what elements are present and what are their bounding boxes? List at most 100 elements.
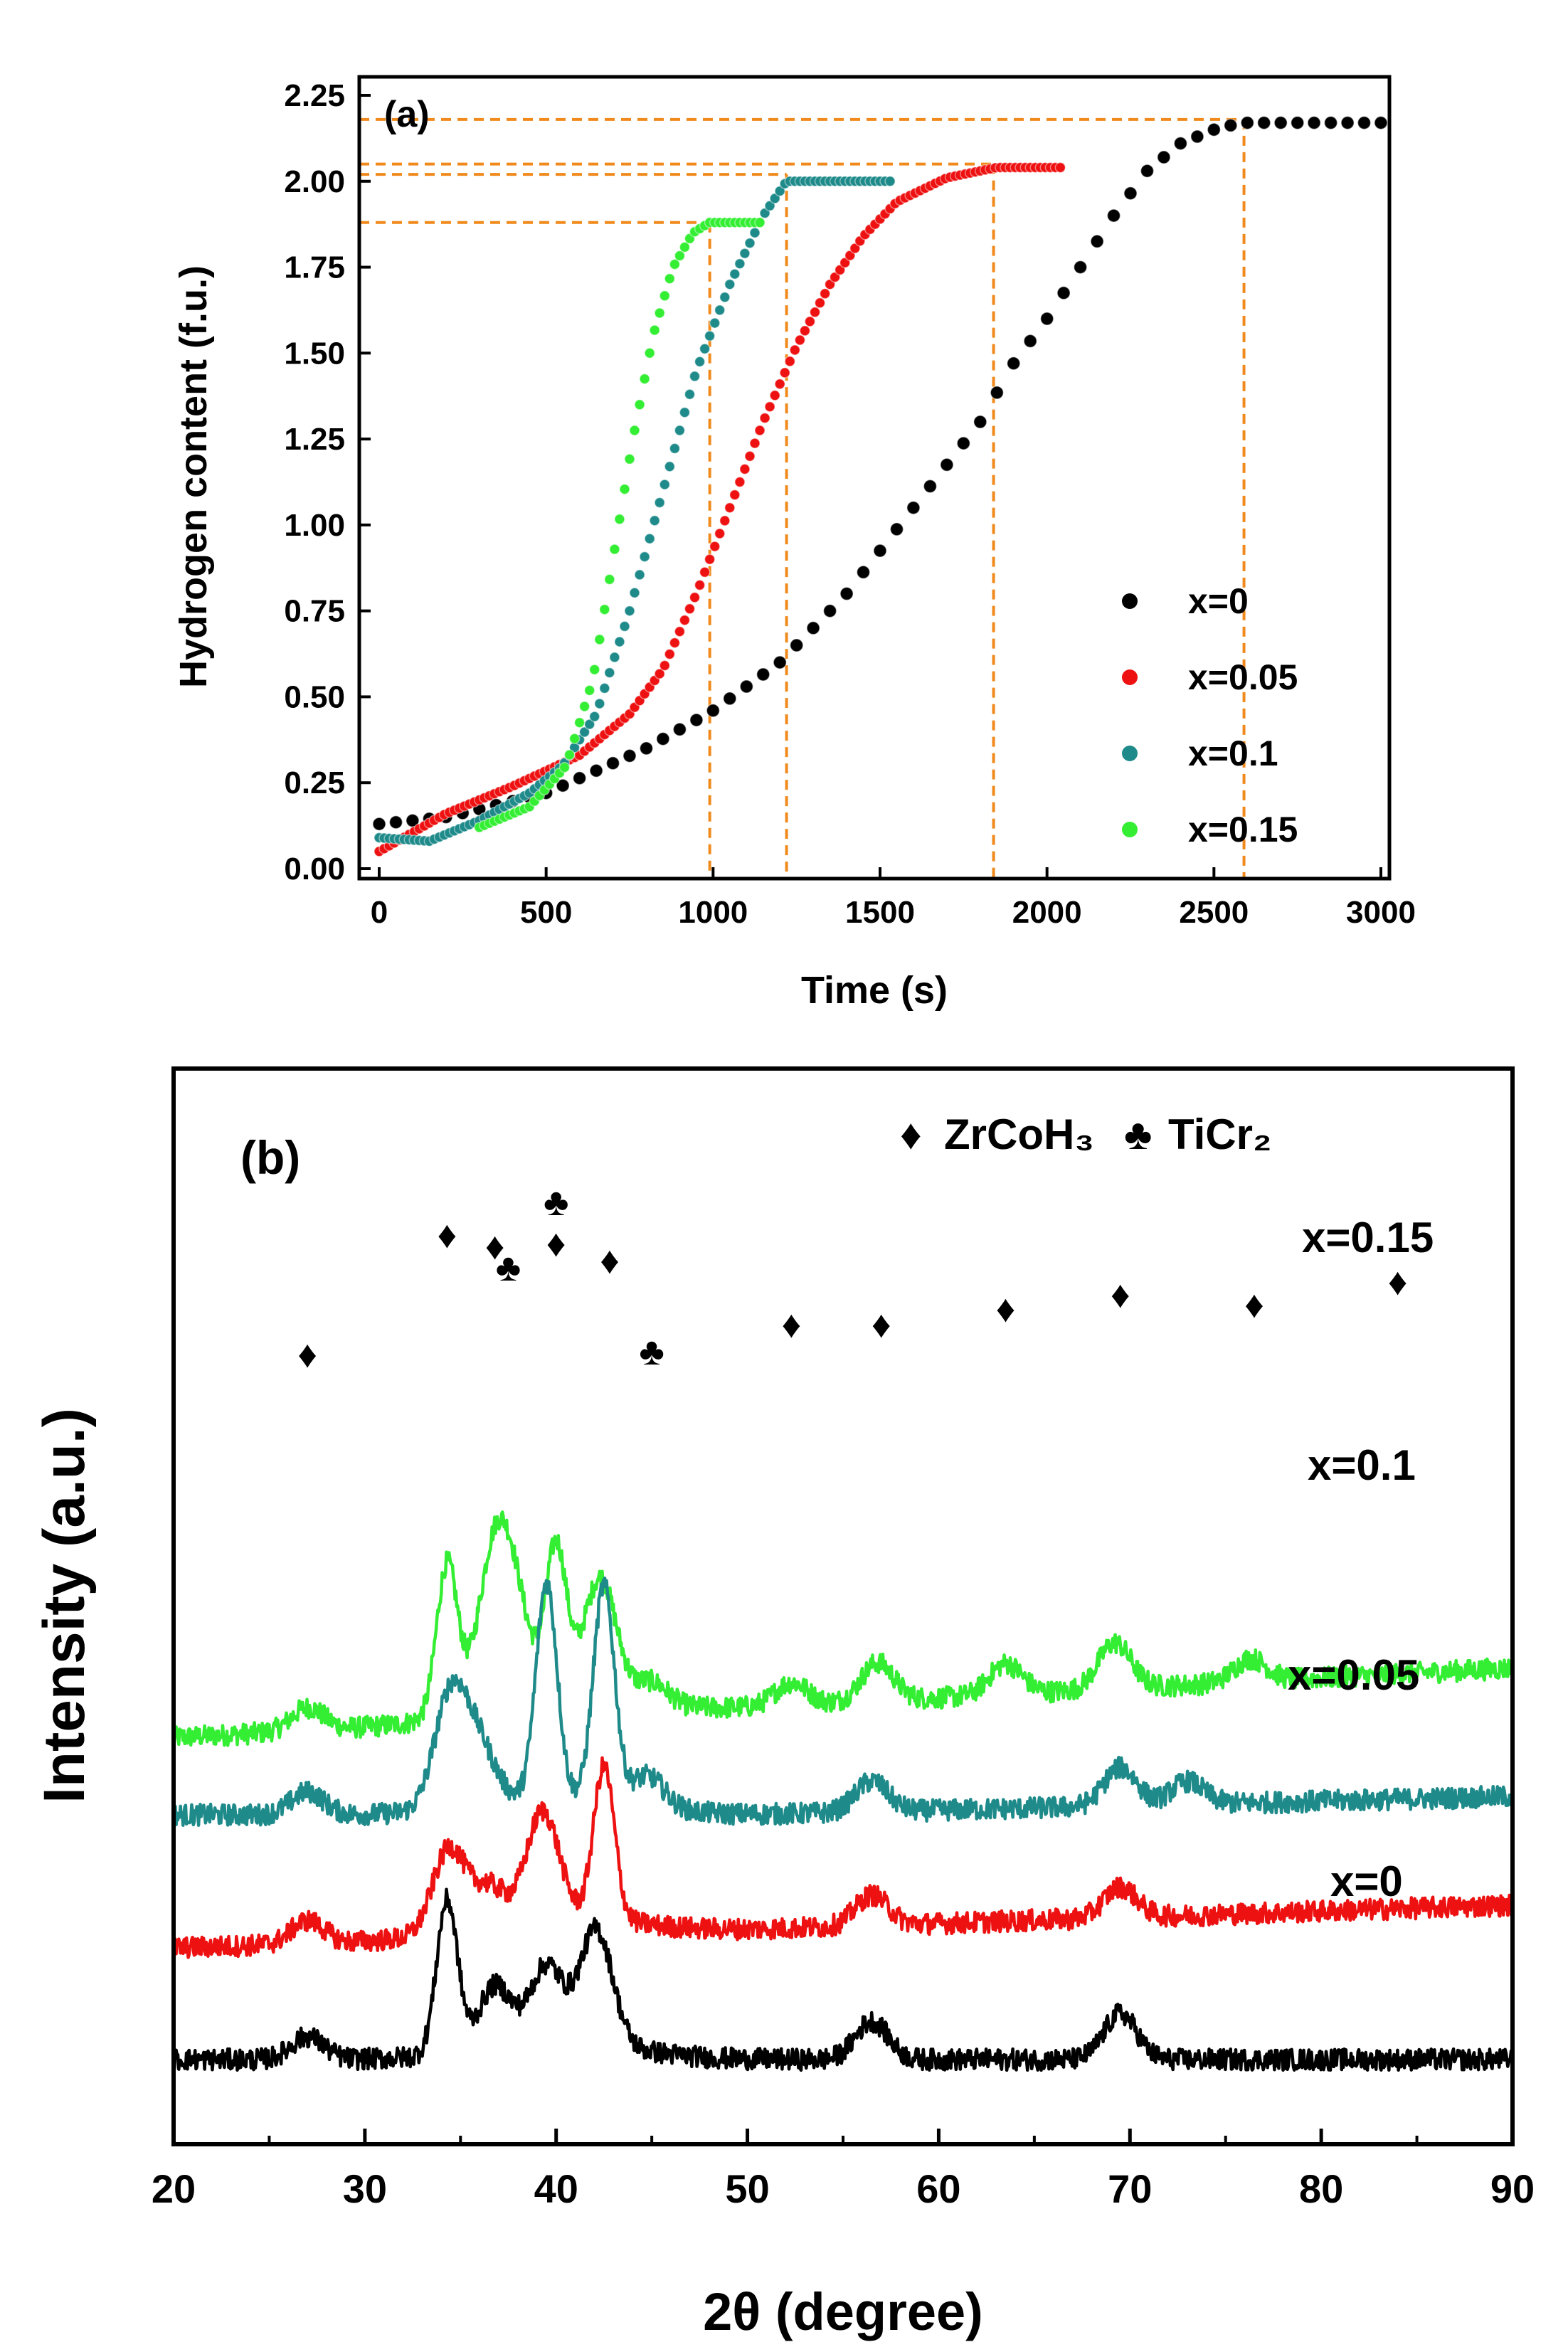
- a-data-point: [709, 541, 721, 552]
- b-legend-label: ZrCoH₃: [944, 1111, 1094, 1158]
- b-x-tick-label: 60: [916, 2166, 960, 2211]
- a-data-point: [609, 652, 620, 663]
- a-x-axis-label: Time (s): [801, 969, 948, 1012]
- b-zrcoh3-marker: ♦: [546, 1222, 566, 1265]
- a-data-point: [754, 217, 766, 228]
- a-data-point: [706, 704, 721, 718]
- a-y-tick-label: 0.75: [284, 594, 345, 629]
- a-data-point: [699, 343, 711, 355]
- a-data-point: [664, 648, 676, 660]
- b-zrcoh3-marker: ♦: [1244, 1283, 1264, 1326]
- a-data-point: [784, 356, 796, 367]
- a-data-point: [605, 756, 620, 770]
- a-data-point: [558, 761, 571, 773]
- a-data-point: [856, 565, 871, 580]
- a-data-point: [694, 356, 706, 368]
- b-ticr2-marker: ♣: [639, 1330, 664, 1373]
- a-data-point: [684, 603, 696, 615]
- a-data-point: [644, 347, 655, 359]
- b-x-axis: 20 30 40 50 60 70 80 90: [152, 2129, 1535, 2211]
- a-data-point: [689, 592, 701, 603]
- b-zrcoh3-marker: ♦: [438, 1214, 457, 1256]
- a-data-point: [639, 741, 654, 756]
- a-data-point: [694, 579, 706, 591]
- a-data-point: [674, 425, 686, 436]
- a-x-tick-label: 1500: [845, 895, 915, 930]
- a-data-point: [1056, 286, 1071, 300]
- b-panel-label: (b): [240, 1131, 300, 1184]
- a-data-point: [1023, 334, 1037, 349]
- a-data-point: [644, 533, 655, 544]
- a-data-point: [1090, 234, 1104, 249]
- a-data-point: [1374, 115, 1388, 130]
- a-data-point: [674, 625, 686, 637]
- a-reference-lines: [359, 117, 1246, 879]
- b-x-tick-label: 20: [152, 2166, 196, 2211]
- a-data-point: [669, 443, 681, 455]
- b-x-tick-label: 50: [725, 2166, 769, 2211]
- a-series-x=0.05: [374, 161, 1066, 857]
- a-data-point: [623, 748, 637, 763]
- a-data-point: [624, 453, 635, 465]
- a-data-point: [672, 722, 687, 737]
- b-curve-x=0.1: [171, 1577, 1513, 1827]
- a-data-point: [884, 176, 896, 187]
- panel-b: 20 30 40 50 60 70 80 90 ♦♦ ♦♣♣♦ ♦♣♦ ♦ ♦ ♦ ♦♦ x=0.15x=…: [32, 1066, 1535, 2341]
- a-data-point: [568, 733, 581, 745]
- a-data-point: [659, 659, 671, 672]
- a-legend-marker: [1122, 822, 1138, 837]
- a-data-point: [829, 271, 841, 283]
- a-data-point: [604, 667, 615, 679]
- a-data-point: [599, 603, 610, 615]
- a-data-point: [664, 461, 676, 472]
- a-data-point: [588, 664, 600, 675]
- a-data-point: [583, 684, 595, 696]
- a-data-point: [839, 257, 851, 269]
- a-data-point: [764, 401, 775, 413]
- a-data-point: [679, 614, 691, 626]
- b-x-tick-label: 30: [343, 2166, 387, 2211]
- b-data-series: [171, 1510, 1514, 2072]
- b-series-label: x=0.05: [1288, 1651, 1419, 1699]
- a-data-point: [679, 241, 691, 253]
- a-data-point: [1006, 356, 1021, 371]
- a-data-point: [789, 344, 801, 356]
- a-data-point: [873, 544, 887, 558]
- a-data-point: [756, 667, 770, 682]
- a-data-point: [1054, 161, 1066, 174]
- a-plot-frame: [357, 75, 1392, 881]
- a-data-point: [649, 515, 660, 526]
- b-x-tick-label: 80: [1299, 2166, 1343, 2211]
- a-x-tick-label: 0: [371, 895, 388, 930]
- b-y-axis-label: Intensity (a.u.): [32, 1408, 97, 1803]
- a-y-tick-label: 0.25: [284, 765, 345, 800]
- a-data-point: [1307, 115, 1321, 130]
- a-data-point: [723, 692, 737, 706]
- a-y-tick-label: 2.25: [284, 78, 345, 113]
- a-data-point: [689, 713, 704, 727]
- a-data-point: [1106, 208, 1121, 223]
- a-legend-marker: [1122, 669, 1138, 685]
- a-data-point: [624, 605, 635, 617]
- a-data-point: [709, 317, 721, 329]
- b-legend-label: TiCr₂: [1168, 1111, 1272, 1158]
- a-data-point: [599, 682, 610, 694]
- a-data-point: [739, 248, 751, 259]
- a-data-point: [388, 815, 403, 830]
- a-data-point: [769, 193, 780, 204]
- a-data-point: [714, 304, 726, 316]
- a-data-point: [1256, 115, 1271, 130]
- a-data-point: [889, 522, 904, 536]
- a-legend-label: x=0.15: [1188, 810, 1298, 849]
- a-data-point: [589, 763, 603, 778]
- a-data-point: [634, 399, 645, 410]
- a-data-point: [906, 500, 921, 515]
- a-data-point: [849, 243, 861, 254]
- a-data-point: [1290, 115, 1305, 130]
- a-data-point: [634, 569, 645, 581]
- a-data-point: [674, 250, 686, 262]
- a-data-point: [844, 250, 856, 261]
- b-zrcoh3-marker: ♦: [600, 1239, 620, 1282]
- panel-a: 0 500 1000 1500 2000 2500 3000 0.00 0.25 0.50 0.7…: [172, 75, 1416, 1012]
